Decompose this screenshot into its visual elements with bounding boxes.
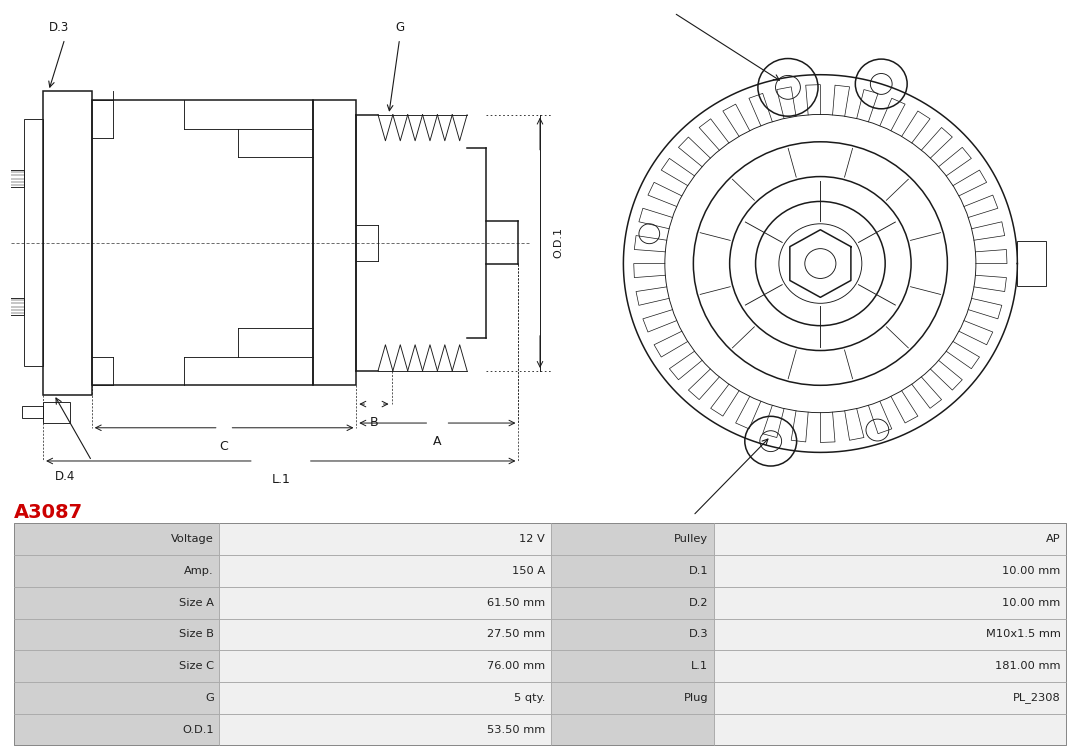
Text: Plug: Plug <box>684 693 708 703</box>
Text: B: B <box>369 416 378 429</box>
Text: Size C: Size C <box>179 661 214 671</box>
Text: Size B: Size B <box>179 630 214 639</box>
Text: D.1: D.1 <box>689 566 708 576</box>
Text: 61.50 mm: 61.50 mm <box>487 598 545 608</box>
Text: O.D.1: O.D.1 <box>183 724 214 735</box>
Text: A3087: A3087 <box>14 503 83 522</box>
Text: L.1: L.1 <box>691 661 708 671</box>
Text: PL_2308: PL_2308 <box>1013 693 1061 703</box>
Text: Pulley: Pulley <box>674 534 708 544</box>
Text: C: C <box>219 440 229 453</box>
Text: D.3: D.3 <box>689 630 708 639</box>
Text: 10.00 mm: 10.00 mm <box>1002 598 1061 608</box>
Text: D.2: D.2 <box>662 526 683 538</box>
Text: G: G <box>395 21 404 34</box>
Text: D.2: D.2 <box>689 598 708 608</box>
Text: D.4: D.4 <box>55 471 75 483</box>
Text: O.D.1: O.D.1 <box>554 227 564 258</box>
Text: 76.00 mm: 76.00 mm <box>487 661 545 671</box>
Text: 27.50 mm: 27.50 mm <box>487 630 545 639</box>
Text: M10x1.5 mm: M10x1.5 mm <box>986 630 1061 639</box>
Text: 53.50 mm: 53.50 mm <box>487 724 545 735</box>
Text: A: A <box>433 435 442 448</box>
Text: D.1: D.1 <box>638 0 659 3</box>
Text: Amp.: Amp. <box>184 566 214 576</box>
Text: G: G <box>205 693 214 703</box>
Text: 10.00 mm: 10.00 mm <box>1002 566 1061 576</box>
Text: 150 A: 150 A <box>512 566 545 576</box>
Text: D.3: D.3 <box>50 21 69 34</box>
Text: Size A: Size A <box>179 598 214 608</box>
Text: AP: AP <box>1045 534 1061 544</box>
Text: L.1: L.1 <box>271 473 291 486</box>
Text: 181.00 mm: 181.00 mm <box>995 661 1061 671</box>
Text: 12 V: 12 V <box>519 534 545 544</box>
Text: 5 qty.: 5 qty. <box>514 693 545 703</box>
Text: Voltage: Voltage <box>171 534 214 544</box>
